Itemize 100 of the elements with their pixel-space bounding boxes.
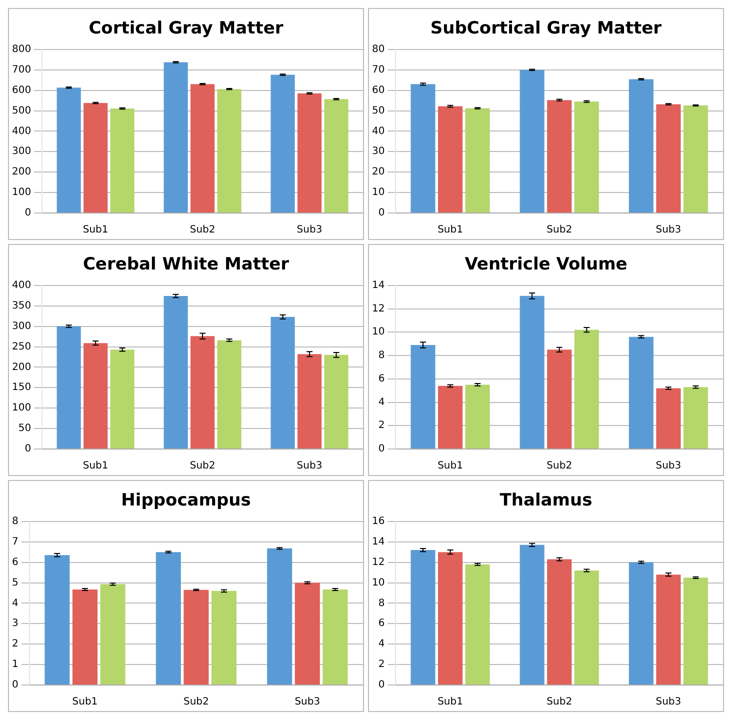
x-tick-label: Sub3 [296,460,322,472]
x-tick-label: Sub1 [72,696,98,708]
y-tick-label: 400 [12,280,32,291]
bar [520,296,544,448]
y-tick-label: 70 [372,64,385,76]
bar [270,74,295,212]
bar [297,93,322,212]
x-tick-label: Sub3 [656,224,682,236]
bar [465,564,490,684]
y-tick-label: 10 [372,326,385,338]
y-tick-label: 500 [12,105,32,116]
y-tick-label: 0 [24,208,32,219]
y-tick-label: 8 [378,598,385,609]
x-tick-label: Sub3 [656,696,682,708]
bar [100,584,126,684]
y-tick-label: 200 [12,166,32,178]
y-tick-label: 0 [12,680,18,691]
bar [110,350,134,448]
y-tick-label: 0 [378,444,385,455]
y-tick-label: 40 [372,126,385,137]
y-tick-label: 100 [12,402,32,414]
bar [72,590,98,684]
y-tick-label: 2 [378,420,385,432]
x-tick-label: Sub3 [294,696,320,708]
x-tick-label: Sub2 [546,696,572,708]
y-tick-label: 150 [12,382,32,394]
bar [574,102,599,212]
x-tick-label: Sub2 [546,224,572,236]
y-tick-label: 10 [372,187,385,198]
bar [56,326,81,448]
y-tick-label: 300 [12,146,32,158]
y-tick-label: 80 [372,44,385,55]
bar [465,108,490,212]
x-tick-label: Sub3 [296,224,322,236]
bar [267,548,292,684]
y-tick-label: 400 [12,126,32,137]
bar [84,343,108,448]
bar [628,336,654,448]
bar [410,344,436,448]
chart-title: Cortical Gray Matter [88,18,284,39]
x-tick-label: Sub1 [438,460,463,472]
y-tick-label: 4 [378,638,385,650]
bar [184,590,209,684]
bar [438,386,463,448]
bar [520,544,544,684]
x-tick-label: Sub1 [438,696,463,708]
x-tick-label: Sub1 [82,460,108,472]
bar [156,552,181,684]
bar [574,330,599,448]
bar [547,350,572,448]
bar [324,354,348,448]
bar [683,105,708,212]
y-tick-label: 6 [378,373,385,384]
y-tick-label: 100 [12,187,32,198]
y-tick-label: 14 [372,280,385,291]
y-tick-label: 0 [378,680,385,691]
chart-title: Hippocampus [121,490,251,511]
bar [56,88,81,212]
bar [190,336,215,448]
y-tick-label: 2 [378,659,385,670]
bar [683,387,708,448]
bar [324,99,348,212]
bar [44,555,70,684]
bar [410,84,436,212]
y-tick-label: 200 [12,362,32,373]
x-tick-label: Sub1 [82,224,108,236]
y-tick-label: 4 [12,598,18,609]
y-tick-label: 4 [378,396,385,408]
x-tick-label: Sub2 [190,460,216,472]
bar [110,108,134,212]
y-tick-label: 700 [12,64,32,76]
bar [217,340,242,448]
x-tick-label: Sub2 [546,460,572,472]
y-tick-label: 8 [12,516,18,527]
y-tick-label: 350 [12,300,32,312]
bar [628,562,654,684]
chart-title: SubCortical Gray Matter [430,18,662,39]
bar [683,578,708,684]
y-tick-label: 0 [378,208,385,219]
bar [322,590,348,684]
bar [656,574,681,684]
bar [628,79,654,212]
y-tick-label: 50 [18,423,32,434]
y-tick-label: 12 [372,303,385,314]
y-tick-label: 10 [372,577,385,588]
bar [656,104,681,212]
y-tick-label: 1 [12,659,18,670]
y-tick-label: 60 [372,84,385,96]
bar [297,354,322,448]
y-tick-label: 2 [12,638,18,650]
bar [164,62,188,212]
x-tick-label: Sub2 [190,224,216,236]
y-tick-label: 3 [12,618,18,630]
bar [547,100,572,212]
bar [270,316,295,448]
bar [164,296,188,448]
bar [520,70,544,212]
y-tick-label: 12 [372,556,385,568]
y-tick-label: 0 [24,444,32,455]
y-tick-label: 14 [372,536,385,548]
